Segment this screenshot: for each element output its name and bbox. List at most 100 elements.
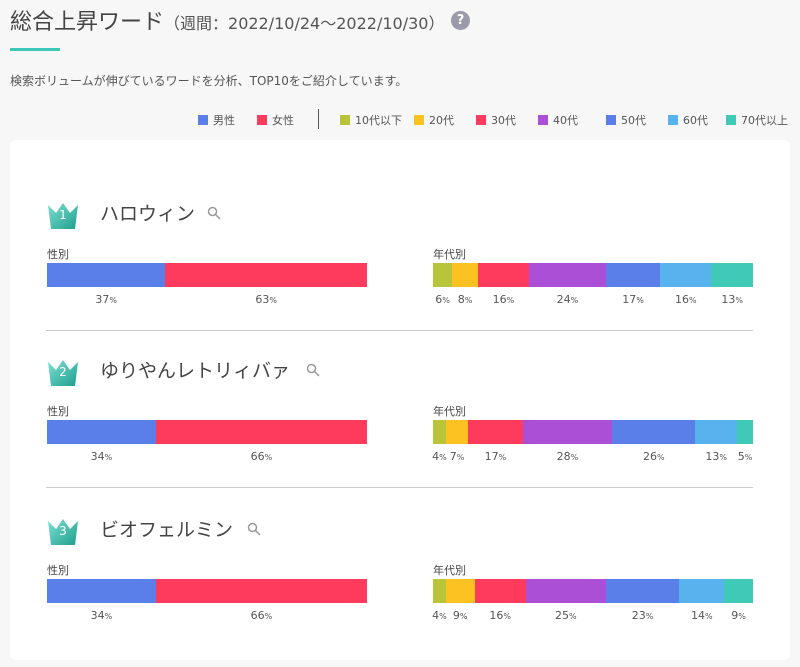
gender-percent-labels: 34% 66% <box>47 609 367 623</box>
age-percent-labels: 4% 9% 16% 25% 23% 14% 9% <box>432 609 753 623</box>
age-percent-label: 17% <box>622 293 644 306</box>
age-percent-label: 16% <box>674 293 697 306</box>
legend-label: 女性 <box>272 114 294 127</box>
gender-percent-label: 34% <box>90 450 113 463</box>
age-percent-label: 14% <box>690 609 713 622</box>
keyword-title[interactable]: ゆりやんレトリィバァ <box>100 360 291 382</box>
age-bar-segment[interactable] <box>695 420 737 444</box>
age-bar-segment[interactable] <box>660 263 712 287</box>
gender-bar-segment[interactable] <box>47 263 166 287</box>
age-bar-segment[interactable] <box>525 579 606 603</box>
age-bar-segment[interactable] <box>468 420 523 444</box>
page-title: 総合上昇ワード（週間：2022/10/24～2022/10/30） <box>10 4 444 36</box>
rank-number: 3 <box>59 524 67 538</box>
age-bar-segment[interactable] <box>605 263 661 287</box>
gender-percent-label: 34% <box>90 609 113 622</box>
age-percent-labels: 6% 8% 16% 24% 17% 16% 13% <box>433 293 753 307</box>
legend-swatch <box>538 115 548 125</box>
gender-stacked-bar <box>47 420 367 444</box>
age-bar-segment[interactable] <box>477 263 529 287</box>
age-percent-label: 16% <box>492 293 515 306</box>
keyword-title[interactable]: ビオフェルミン <box>100 519 234 541</box>
age-percent-label: 8% <box>457 293 473 306</box>
entry-divider <box>46 487 753 488</box>
legend-item-age-1: 20代 <box>414 112 454 128</box>
age-percent-label: 24% <box>556 293 579 306</box>
gender-bar-segment[interactable] <box>155 420 367 444</box>
age-bar-segment[interactable] <box>452 263 478 287</box>
gender-stacked-bar <box>47 579 367 603</box>
gender-percent-label: 63% <box>255 293 277 306</box>
gender-bar-segment[interactable] <box>165 263 367 287</box>
ranking-card: 1 ハロウィン 性別 年代別 37% 63% 6% 8% 16% 24% 17% 16% 13% 2 ゆりや… <box>10 140 790 660</box>
legend-item-gender-0: 男性 <box>198 112 235 128</box>
keyword-title[interactable]: ハロウィン <box>100 203 196 225</box>
legend-item-gender-1: 女性 <box>257 112 294 128</box>
title-underline <box>10 48 60 51</box>
age-percent-label: 16% <box>489 609 511 622</box>
gender-label: 性別 <box>47 248 69 261</box>
age-percent-label: 13% <box>705 450 727 463</box>
age-percent-label: 4% <box>432 450 447 463</box>
legend-label: 30代 <box>491 114 516 127</box>
age-percent-label: 9% <box>731 609 746 622</box>
age-percent-label: 5% <box>737 450 753 463</box>
page-title-text: 総合上昇ワード <box>10 10 165 35</box>
crown-icon <box>48 203 78 229</box>
age-percent-labels: 4% 7% 17% 28% 26% 13% 5% <box>432 450 753 464</box>
search-icon[interactable] <box>207 206 221 220</box>
legend-swatch <box>198 115 208 125</box>
help-icon[interactable]: ? <box>451 11 470 30</box>
age-bar-segment[interactable] <box>433 420 446 444</box>
ranking-entry: 3 ビオフェルミン 性別 年代別 34% 66% 4% 9% 16% 25% 23% 14% 9% <box>10 517 790 667</box>
description: 検索ボリュームが伸びているワードを分析、TOP10をご紹介しています。 <box>10 74 408 88</box>
legend-item-age-0: 10代以下 <box>340 112 402 128</box>
age-bar-segment[interactable] <box>433 263 453 287</box>
age-bar-segment[interactable] <box>612 420 696 444</box>
gender-bar-segment[interactable] <box>155 579 367 603</box>
gender-percent-labels: 37% 63% <box>47 293 367 307</box>
age-bar-segment[interactable] <box>528 263 606 287</box>
age-bar-segment[interactable] <box>474 579 526 603</box>
legend-item-age-4: 50代 <box>606 112 646 128</box>
age-bar-segment[interactable] <box>711 263 753 287</box>
legend-swatch <box>668 115 678 125</box>
crown-icon <box>48 360 78 386</box>
search-icon[interactable] <box>306 363 320 377</box>
legend-label: 60代 <box>683 114 708 127</box>
age-percent-label: 25% <box>554 609 577 622</box>
age-bar-segment[interactable] <box>445 420 469 444</box>
rank-number: 2 <box>59 365 67 379</box>
gender-percent-label: 66% <box>250 450 273 463</box>
age-percent-label: 26% <box>642 450 665 463</box>
ranking-entry: 2 ゆりやんレトリィバァ 性別 年代別 34% 66% 4% 7% 17% 28% 26% 13% 5% <box>10 358 790 508</box>
age-bar-segment[interactable] <box>433 579 446 603</box>
legend-item-age-6: 70代以上 <box>726 112 788 128</box>
age-bar-segment[interactable] <box>605 579 680 603</box>
legend-label: 10代以下 <box>355 114 402 127</box>
age-bar-segment[interactable] <box>736 420 753 444</box>
legend-separator <box>318 109 319 129</box>
age-percent-label: 6% <box>435 293 450 306</box>
age-percent-label: 7% <box>449 450 465 463</box>
legend-swatch <box>414 115 424 125</box>
legend-swatch <box>606 115 616 125</box>
age-percent-label: 23% <box>631 609 654 622</box>
age-label: 年代別 <box>433 405 466 418</box>
age-bar-segment[interactable] <box>724 579 753 603</box>
age-bar-segment[interactable] <box>522 420 613 444</box>
gender-label: 性別 <box>47 405 69 418</box>
legend-label: 40代 <box>553 114 578 127</box>
search-icon[interactable] <box>247 522 261 536</box>
age-percent-label: 13% <box>721 293 743 306</box>
age-label: 年代別 <box>433 248 466 261</box>
gender-bar-segment[interactable] <box>47 579 156 603</box>
age-label: 年代別 <box>433 564 466 577</box>
age-bar-segment[interactable] <box>445 579 475 603</box>
legend-item-age-3: 40代 <box>538 112 578 128</box>
ranking-entry: 1 ハロウィン 性別 年代別 37% 63% 6% 8% 16% 24% 17% 16% 13% <box>10 201 790 351</box>
gender-bar-segment[interactable] <box>47 420 156 444</box>
age-bar-segment[interactable] <box>679 579 725 603</box>
age-percent-label: 17% <box>484 450 507 463</box>
legend-swatch <box>340 115 350 125</box>
